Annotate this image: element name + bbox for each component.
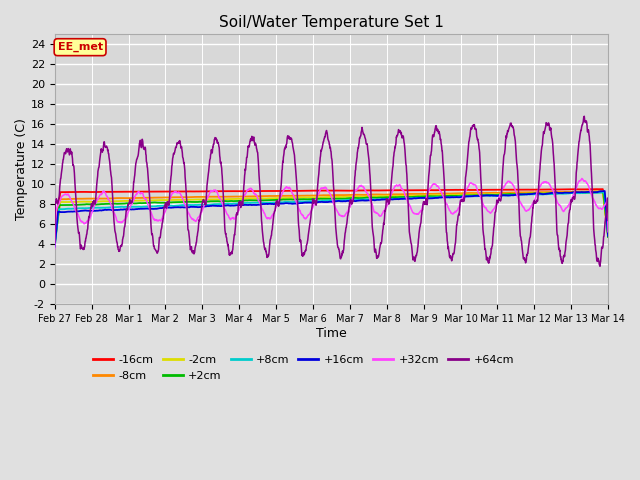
+8cm — [604, 232, 612, 238]
Y-axis label: Temperature (C): Temperature (C) — [15, 118, 28, 220]
+32cm — [604, 229, 612, 235]
+16cm — [588, 189, 596, 195]
+2cm — [588, 190, 596, 195]
+16cm — [320, 199, 328, 205]
+64cm — [79, 246, 87, 252]
-16cm — [305, 188, 313, 193]
Line: +32cm: +32cm — [55, 179, 608, 249]
+64cm — [486, 252, 494, 258]
-2cm — [582, 189, 590, 195]
-2cm — [51, 240, 59, 246]
+32cm — [51, 246, 59, 252]
+64cm — [305, 226, 313, 232]
+64cm — [588, 187, 596, 193]
+64cm — [580, 113, 588, 119]
+64cm — [51, 239, 59, 245]
+16cm — [79, 208, 87, 214]
-8cm — [79, 196, 87, 202]
+2cm — [486, 192, 494, 198]
+8cm — [51, 244, 59, 250]
+64cm — [604, 217, 612, 223]
+8cm — [588, 190, 596, 195]
+64cm — [588, 181, 596, 187]
-16cm — [588, 186, 596, 192]
+32cm — [588, 193, 596, 199]
+8cm — [320, 198, 328, 204]
+32cm — [588, 194, 596, 200]
Line: -16cm: -16cm — [55, 189, 608, 238]
+2cm — [595, 189, 603, 195]
-8cm — [320, 192, 328, 198]
+8cm — [486, 193, 494, 199]
+2cm — [604, 234, 612, 240]
-16cm — [486, 187, 494, 192]
+16cm — [600, 188, 608, 194]
+16cm — [51, 243, 59, 249]
-2cm — [305, 194, 313, 200]
Legend: -16cm, -8cm, -2cm, +2cm, +8cm, +16cm, +32cm, +64cm: -16cm, -8cm, -2cm, +2cm, +8cm, +16cm, +3… — [89, 351, 519, 385]
-16cm — [593, 186, 600, 192]
+64cm — [320, 137, 328, 143]
+16cm — [604, 233, 612, 239]
-8cm — [305, 193, 313, 199]
-16cm — [79, 189, 87, 195]
+2cm — [51, 240, 59, 246]
+2cm — [305, 196, 313, 202]
Line: +64cm: +64cm — [55, 116, 608, 266]
Line: +16cm: +16cm — [55, 191, 608, 246]
-16cm — [320, 188, 328, 193]
+32cm — [320, 185, 328, 191]
+32cm — [79, 219, 87, 225]
Line: +2cm: +2cm — [55, 192, 608, 243]
+16cm — [305, 200, 313, 205]
Line: -8cm: -8cm — [55, 191, 608, 242]
-16cm — [51, 235, 59, 241]
+2cm — [320, 196, 328, 202]
+8cm — [305, 198, 313, 204]
X-axis label: Time: Time — [316, 327, 347, 340]
+32cm — [486, 210, 494, 216]
+2cm — [79, 202, 87, 207]
-16cm — [604, 231, 612, 237]
+32cm — [305, 212, 313, 217]
+16cm — [588, 189, 596, 195]
-8cm — [588, 189, 596, 194]
-8cm — [588, 189, 596, 194]
-2cm — [79, 199, 87, 204]
-8cm — [486, 190, 494, 196]
-2cm — [486, 191, 494, 197]
-8cm — [599, 188, 607, 194]
-8cm — [51, 239, 59, 245]
Text: EE_met: EE_met — [58, 42, 102, 52]
-2cm — [604, 233, 612, 239]
-2cm — [588, 190, 596, 195]
+8cm — [79, 205, 87, 211]
Line: +8cm: +8cm — [55, 192, 608, 247]
Line: -2cm: -2cm — [55, 192, 608, 243]
+32cm — [578, 176, 586, 181]
-16cm — [588, 186, 596, 192]
-2cm — [588, 190, 596, 195]
+64cm — [596, 264, 604, 269]
Title: Soil/Water Temperature Set 1: Soil/Water Temperature Set 1 — [219, 15, 444, 30]
+8cm — [599, 190, 607, 195]
-2cm — [320, 194, 328, 200]
-8cm — [604, 232, 612, 238]
+8cm — [588, 190, 596, 195]
+2cm — [588, 190, 596, 195]
+16cm — [486, 192, 494, 198]
